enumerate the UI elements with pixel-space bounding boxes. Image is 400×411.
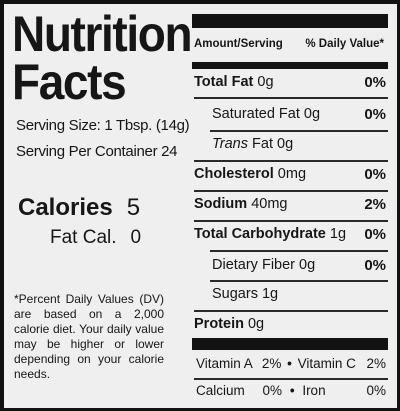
- divider: [210, 130, 388, 132]
- separator: •: [287, 356, 292, 371]
- bottom-border: [0, 408, 400, 411]
- dietary-fiber-name: Dietary Fiber: [212, 257, 295, 273]
- right-border: [397, 0, 400, 411]
- cholesterol-name: Cholesterol: [194, 166, 274, 182]
- divider: [210, 280, 388, 282]
- divider: [194, 220, 388, 222]
- total-carb-pct: 0%: [364, 226, 386, 243]
- total-fat-pct: 0%: [364, 74, 386, 91]
- vitamin-c-name: Vitamin C: [297, 356, 356, 371]
- title-line-2: Facts: [12, 54, 127, 110]
- separator: •: [289, 383, 295, 398]
- serving-size: Serving Size: 1 Tbsp. (14g): [16, 117, 190, 134]
- header-daily-value: % Daily Value*: [305, 38, 384, 50]
- divider: [210, 250, 388, 252]
- calories-label: Calories: [18, 194, 113, 221]
- fat-calories-value: 0: [130, 227, 142, 248]
- saturated-fat-name: Saturated Fat: [212, 106, 300, 122]
- iron-pct: 0%: [366, 383, 386, 398]
- row-calcium-iron: Calcium 0% • Iron 0%: [196, 383, 386, 398]
- footnote: *Percent Daily Values (DV) are based on …: [14, 292, 164, 381]
- sodium-pct: 2%: [364, 196, 386, 213]
- trans-fat-name: Fat: [248, 136, 273, 152]
- title-line-1: Nutrition: [12, 6, 193, 62]
- cholesterol-amount: 0mg: [277, 166, 307, 182]
- divider: [194, 97, 388, 99]
- vitamins-thick-bar: [192, 338, 388, 350]
- trans-fat-amount: 0g: [277, 136, 294, 152]
- divider: [194, 310, 388, 312]
- label-title: Nutrition Facts: [12, 9, 193, 110]
- row-vitamins-a-c: Vitamin A 2% • Vitamin C 2%: [196, 356, 386, 371]
- divider: [194, 160, 388, 162]
- total-fat-name: Total Fat: [194, 74, 254, 90]
- vitamin-c-pct: 2%: [366, 356, 386, 371]
- protein-name: Protein: [194, 316, 244, 332]
- sodium-amount: 40mg: [251, 196, 288, 212]
- left-border: [0, 0, 4, 411]
- saturated-fat-pct: 0%: [364, 106, 386, 123]
- dietary-fiber-pct: 0%: [364, 257, 386, 274]
- sodium-name: Sodium: [194, 196, 248, 212]
- total-carb-name: Total Carbohydrate: [194, 226, 326, 242]
- cholesterol-pct: 0%: [364, 166, 386, 183]
- top-border: [0, 0, 400, 4]
- total-fat-amount: 0g: [257, 74, 274, 90]
- saturated-fat-amount: 0g: [303, 106, 321, 122]
- trans-fat-italic: Trans: [212, 136, 248, 152]
- divider: [194, 190, 388, 192]
- sugars-amount: 1g: [261, 286, 279, 302]
- protein-amount: 0g: [247, 316, 265, 332]
- dietary-fiber-amount: 0g: [299, 257, 316, 273]
- vitamin-a-name: Vitamin A: [196, 356, 253, 371]
- total-carb-amount: 1g: [329, 226, 347, 242]
- header-amount: Amount/Serving: [194, 38, 283, 50]
- header-thick-bar: [192, 62, 388, 69]
- calories: Calories 5: [18, 194, 140, 222]
- sugars-name: Sugars: [212, 286, 258, 302]
- calcium-pct: 0%: [262, 383, 283, 398]
- nutrient-table: Amount/Serving % Daily Value* Total Fat …: [192, 14, 388, 411]
- servings-per-container: Serving Per Container 24: [16, 143, 178, 160]
- calories-value: 5: [126, 194, 141, 221]
- iron-name: Iron: [302, 383, 326, 398]
- fat-calories-label: Fat Cal.: [50, 227, 117, 248]
- calcium-name: Calcium: [196, 383, 245, 398]
- vitamin-a-pct: 2%: [261, 356, 282, 371]
- top-thick-bar: [192, 14, 388, 28]
- divider: [194, 378, 388, 380]
- fat-calories: Fat Cal. 0: [50, 227, 141, 249]
